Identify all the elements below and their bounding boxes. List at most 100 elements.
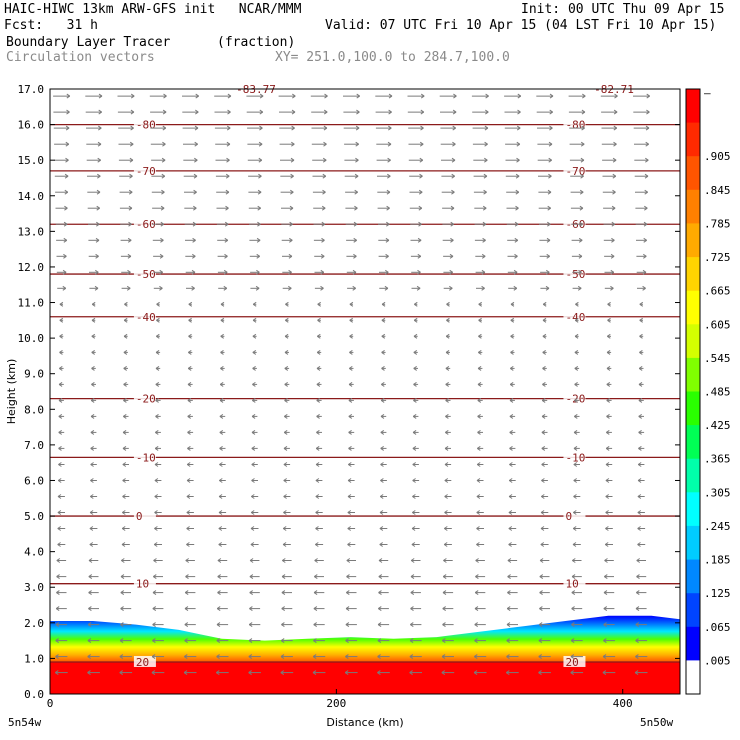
vector-arrowhead: [321, 221, 326, 227]
vector-arrowhead: [120, 590, 125, 596]
vector-arrowhead: [280, 654, 285, 660]
contour-label-bg: [563, 118, 586, 130]
vector-arrowhead: [636, 590, 640, 596]
colorbar-label: .125: [704, 587, 731, 600]
vector-arrowhead: [570, 638, 575, 644]
vector-arrowhead: [217, 590, 221, 596]
vector-arrowhead: [123, 317, 128, 323]
vector-arrowhead: [289, 237, 293, 243]
vector-arrowhead: [419, 141, 424, 147]
vector-arrowhead: [413, 365, 417, 371]
colorbar-swatch: [686, 290, 700, 325]
vector-arrowhead: [284, 365, 289, 371]
vector-arrowhead: [284, 333, 289, 339]
vector-arrowhead: [219, 429, 224, 435]
vector-arrowhead: [605, 462, 610, 467]
y-tick-label: 10.0: [18, 332, 45, 345]
vector-arrowhead: [98, 93, 103, 99]
y-tick-label: 6.0: [24, 474, 44, 487]
vector-arrowhead: [613, 125, 618, 131]
vector-arrowhead: [378, 606, 382, 612]
vector-arrowhead: [224, 253, 228, 259]
vector-arrowhead: [418, 205, 423, 211]
header-line1-right: Init: 00 UTC Thu 09 Apr 15: [521, 2, 725, 17]
vector-arrowhead: [417, 269, 421, 275]
vector-arrowhead: [195, 93, 199, 99]
vector-arrowhead: [130, 109, 135, 115]
vector-arrowhead: [549, 125, 553, 131]
contour-label: -70: [136, 165, 156, 178]
tracer-core: [50, 661, 680, 694]
vector-arrowhead: [285, 301, 289, 307]
vector-arrowhead: [156, 333, 160, 339]
vector-arrowhead: [638, 397, 643, 403]
vector-arrowhead: [90, 445, 94, 451]
vector-arrowhead: [128, 189, 133, 195]
vector-arrowhead: [290, 157, 295, 163]
y-tick-label: 13.0: [18, 225, 45, 238]
vector-arrowhead: [186, 462, 191, 467]
vector-arrowhead: [547, 205, 551, 211]
vector-arrowhead: [482, 221, 487, 227]
contour-label-bg: [563, 164, 586, 176]
vector-arrowhead: [288, 285, 292, 291]
vector-arrowhead: [381, 381, 385, 387]
vector-arrowhead: [65, 141, 70, 147]
vector-arrowhead: [57, 478, 62, 483]
vector-arrowhead: [645, 125, 650, 131]
vector-arrowhead: [58, 381, 63, 387]
y-tick-label: 0.0: [24, 688, 44, 701]
vector-arrowhead: [352, 269, 357, 275]
vector-arrowhead: [540, 526, 545, 531]
vector-arrowhead: [443, 542, 448, 547]
vector-arrowhead: [257, 205, 261, 211]
vector-arrowhead: [252, 349, 257, 355]
vector-arrowhead: [57, 542, 61, 547]
vector-arrowhead: [129, 141, 134, 147]
vector-arrowhead: [637, 494, 642, 499]
vector-arrowhead: [474, 590, 479, 596]
colorbar-swatch: [686, 223, 700, 258]
vector-arrowhead: [90, 429, 95, 435]
vector-arrowhead: [219, 445, 223, 451]
vector-arrowhead: [379, 510, 384, 515]
vector-arrowhead: [572, 526, 577, 531]
vector-arrowhead: [476, 494, 481, 499]
vector-arrowhead: [413, 397, 417, 403]
vector-arrowhead: [88, 590, 92, 596]
vector-arrowhead: [248, 622, 253, 628]
vector-arrowhead: [90, 397, 95, 403]
vector-arrowhead: [610, 269, 615, 275]
vector-arrowhead: [184, 638, 188, 644]
vector-arrowhead: [56, 574, 60, 580]
vector-arrowhead: [316, 381, 321, 387]
vector-arrowhead: [347, 542, 351, 547]
vector-arrowhead: [378, 558, 383, 563]
vector-arrowhead: [377, 622, 382, 628]
vector-arrowhead: [194, 157, 198, 163]
vector-arrowhead: [541, 429, 546, 435]
vector-arrowhead: [515, 189, 520, 195]
vector-arrowhead: [445, 397, 449, 403]
vector-arrowhead: [517, 109, 521, 115]
colorbar-label: .485: [704, 386, 731, 399]
vector-arrowhead: [97, 173, 101, 179]
contour-label-bg: [563, 451, 586, 463]
colorbar-swatch: [686, 525, 700, 560]
vector-arrowhead: [379, 542, 383, 547]
vector-arrowhead: [95, 269, 99, 275]
colorbar-label: .065: [704, 621, 731, 634]
vector-arrowhead: [514, 221, 519, 227]
vector-arrowhead: [56, 590, 60, 596]
vector-arrowhead: [160, 205, 165, 211]
vector-arrowhead: [414, 301, 418, 307]
vector-arrowhead: [129, 157, 134, 163]
vector-arrowhead: [282, 558, 286, 563]
vector-arrowhead: [161, 173, 166, 179]
vector-arrowhead: [386, 221, 390, 227]
vector-arrowhead: [612, 157, 617, 163]
vector-arrowhead: [122, 429, 127, 435]
vector-arrowhead: [548, 173, 552, 179]
vector-arrowhead: [478, 301, 482, 307]
vector-arrowhead: [509, 413, 514, 419]
